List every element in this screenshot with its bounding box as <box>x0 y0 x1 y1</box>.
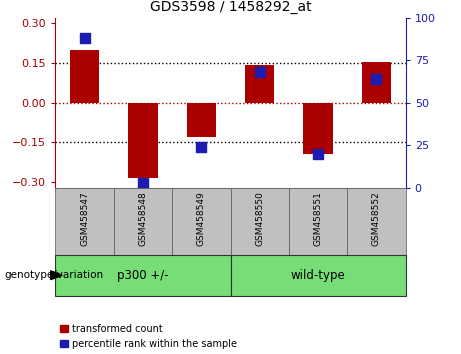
Point <box>314 151 322 156</box>
Title: GDS3598 / 1458292_at: GDS3598 / 1458292_at <box>150 0 311 14</box>
Point <box>198 144 205 150</box>
Legend: transformed count, percentile rank within the sample: transformed count, percentile rank withi… <box>60 324 237 349</box>
FancyBboxPatch shape <box>289 188 347 255</box>
Bar <box>187 103 216 137</box>
Bar <box>70 50 99 103</box>
Text: wild-type: wild-type <box>291 269 345 282</box>
FancyBboxPatch shape <box>172 188 230 255</box>
FancyBboxPatch shape <box>230 188 289 255</box>
Text: GSM458552: GSM458552 <box>372 191 381 246</box>
Point <box>373 76 380 82</box>
FancyBboxPatch shape <box>114 188 172 255</box>
Text: GSM458551: GSM458551 <box>313 191 323 246</box>
Text: GSM458549: GSM458549 <box>197 191 206 246</box>
Text: GSM458547: GSM458547 <box>80 191 89 246</box>
Text: GSM458548: GSM458548 <box>138 191 148 246</box>
Text: genotype/variation: genotype/variation <box>5 270 104 280</box>
FancyBboxPatch shape <box>55 188 114 255</box>
Text: p300 +/-: p300 +/- <box>117 269 169 282</box>
FancyBboxPatch shape <box>230 255 406 296</box>
FancyBboxPatch shape <box>347 188 406 255</box>
Point <box>139 180 147 185</box>
Bar <box>245 65 274 103</box>
Bar <box>128 103 158 178</box>
Bar <box>362 62 391 103</box>
Point <box>81 35 88 41</box>
Point <box>256 69 263 75</box>
FancyBboxPatch shape <box>55 255 230 296</box>
Bar <box>303 103 333 154</box>
Text: GSM458550: GSM458550 <box>255 191 264 246</box>
